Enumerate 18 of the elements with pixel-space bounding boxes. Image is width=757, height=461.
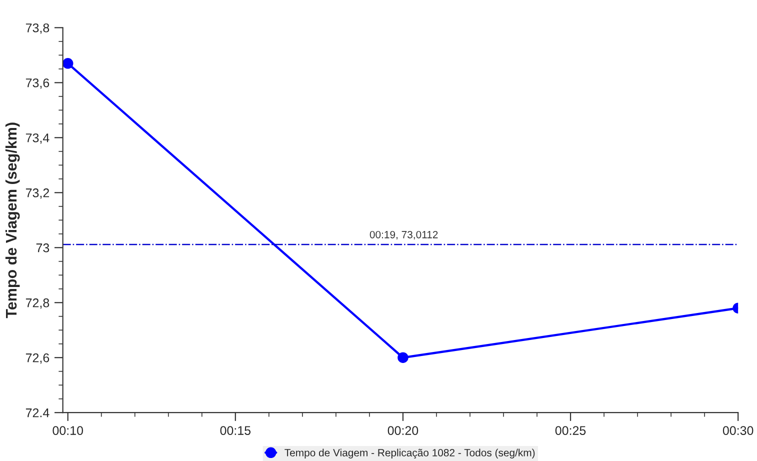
y-tick-label: 73,4 xyxy=(26,133,50,144)
x-tick-label: 00:30 xyxy=(722,426,754,435)
x-tick-label: 00:15 xyxy=(220,426,251,435)
y-tick-label: 72,6 xyxy=(26,353,50,364)
y-tick-label: 73,6 xyxy=(26,78,50,89)
annotation: 00:19, 73,0112 xyxy=(370,230,438,240)
x-tick-label: 00:25 xyxy=(555,426,586,435)
y-tick-label: 72.4 xyxy=(26,408,50,418)
x-tick-label: 00:10 xyxy=(52,426,84,435)
point xyxy=(398,352,408,363)
y-axis-title: Tempo de Viagem (seg/km) xyxy=(5,122,20,318)
point xyxy=(62,58,74,69)
y-tick-label: 72,8 xyxy=(26,298,50,309)
legend-label: Tempo de Viagem - Replicação 1082 - Todos (seg/km) xyxy=(284,448,535,459)
y-tick-label: 73,8 xyxy=(26,23,50,34)
y-tick-label: 73 xyxy=(36,243,50,252)
y-tick-label: 73,2 xyxy=(26,188,50,199)
x-tick-label: 00:20 xyxy=(388,426,418,435)
